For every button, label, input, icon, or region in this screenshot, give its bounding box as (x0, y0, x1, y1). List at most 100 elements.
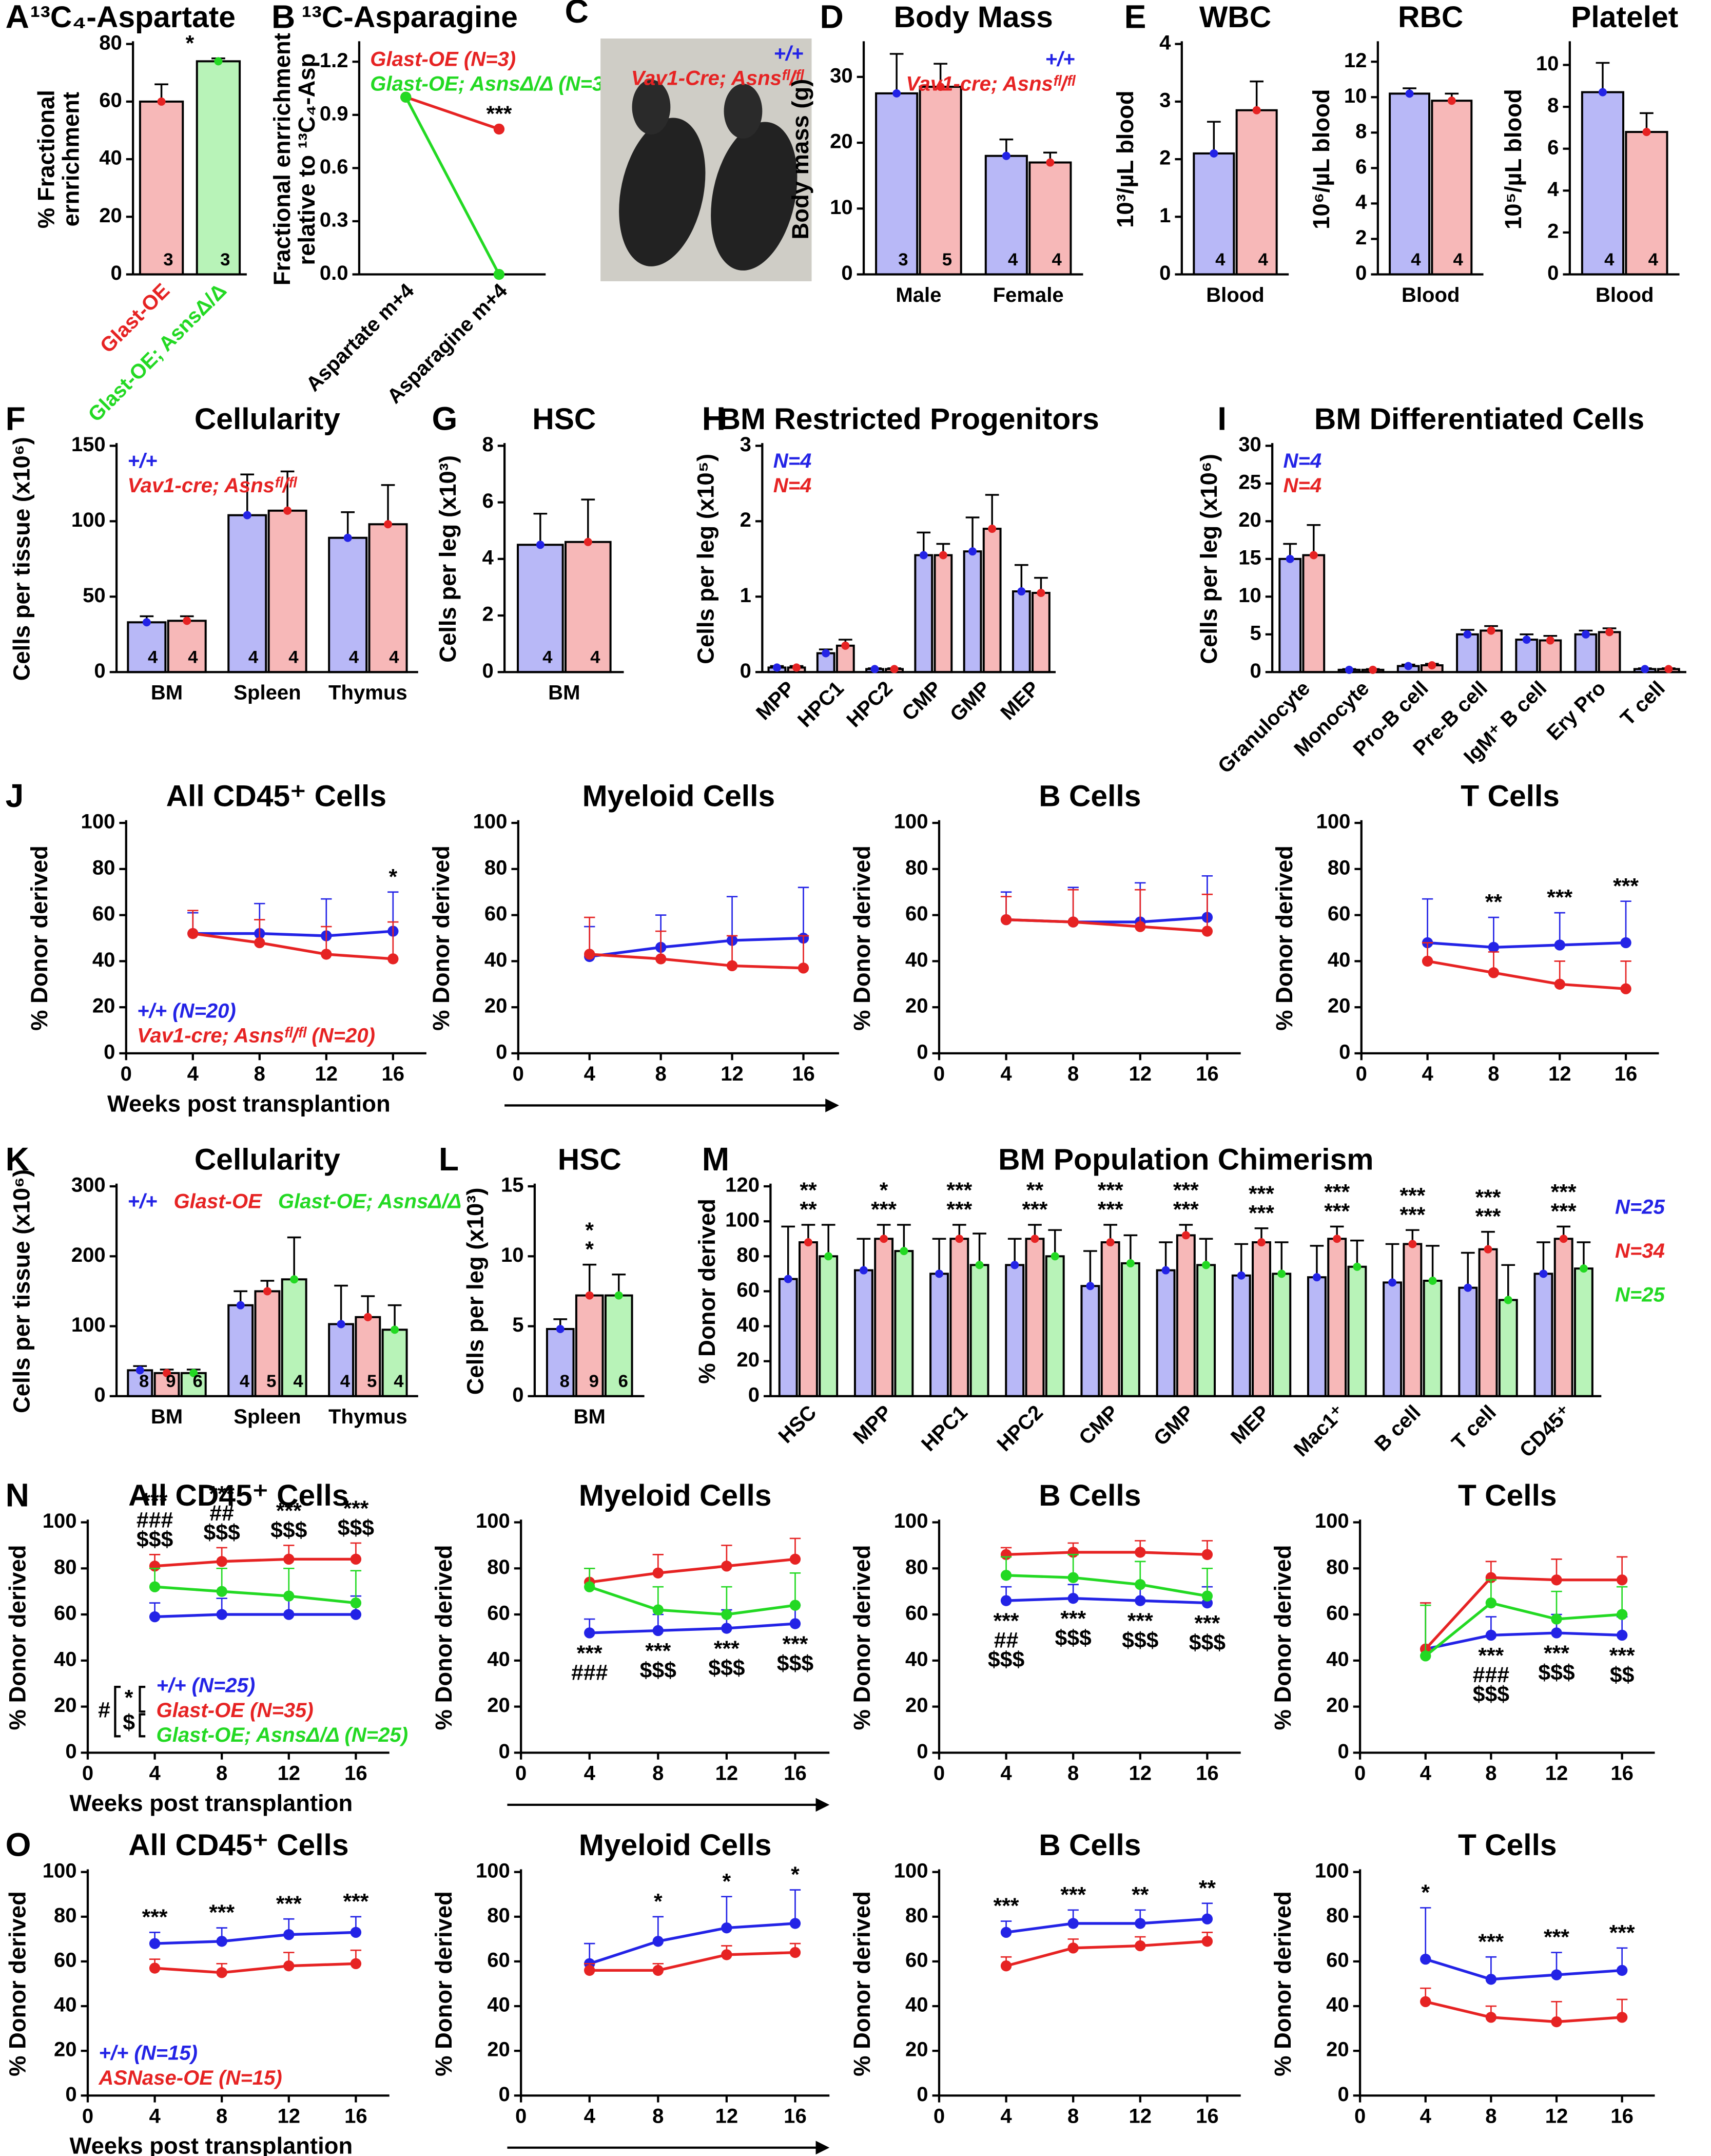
x-tick-label: MPP (752, 677, 800, 725)
y-tick-label: 100 (894, 1859, 928, 1882)
point (400, 91, 412, 103)
legend-bracket (114, 1685, 121, 1738)
y-tick-label: 1 (1159, 204, 1171, 227)
x-tick-label: 0 (934, 2105, 945, 2128)
bar (127, 621, 167, 673)
significance: *** (1544, 1641, 1569, 1666)
y-tick-label: 4 (1355, 191, 1367, 214)
bar (1533, 1273, 1553, 1397)
n-label: 3 (898, 250, 908, 270)
error-bar (1461, 1252, 1475, 1288)
y-axis-label: Cells per tissue (x10⁶) (8, 1169, 34, 1413)
significance: $$ (1610, 1663, 1635, 1687)
n-label: 4 (288, 648, 299, 667)
bar-point (1539, 1269, 1548, 1278)
legend-entry: +/+ (774, 43, 804, 65)
bar (1045, 1255, 1065, 1397)
y-tick-label: 100 (1315, 1859, 1349, 1882)
x-tick-label: 4 (584, 2105, 596, 2128)
y-tick-label: 100 (43, 1510, 77, 1532)
n-label: 6 (192, 1372, 202, 1391)
legend-entry: +/+ (N=20) (137, 999, 236, 1022)
n-label: 4 (248, 648, 259, 667)
bar-point (870, 665, 879, 673)
point (1485, 1629, 1497, 1641)
error-bar (781, 1225, 795, 1279)
point (652, 1625, 664, 1637)
line (1424, 1576, 1622, 1650)
bar-point (792, 663, 801, 672)
bar-point (1309, 551, 1318, 560)
bar-point (1404, 662, 1413, 670)
n-label: 4 (389, 648, 399, 667)
bar-point (1286, 554, 1294, 563)
bar-point (1277, 1269, 1286, 1278)
y-axis-label: % Donor derived (431, 1891, 457, 2076)
y-tick-label: 15 (1238, 546, 1261, 569)
point (1554, 978, 1565, 990)
legend-mark: * (125, 1685, 133, 1710)
legend-entry: Vav1-cre; Asnsᶠˡ/ᶠˡ (N=20) (137, 1024, 375, 1047)
point (1616, 1574, 1628, 1586)
x-tick-label: MPP (849, 1401, 897, 1449)
panel-title: Myeloid Cells (579, 1828, 772, 1862)
bar (1005, 1264, 1025, 1397)
bar (139, 100, 184, 276)
y-tick-label: 80 (905, 1904, 928, 1927)
significance: *** (142, 1905, 168, 1930)
point (493, 123, 505, 135)
y-tick-label: 30 (1238, 433, 1261, 456)
panel-title: BM Differentiated Cells (1314, 402, 1644, 436)
x-tick-label: 16 (784, 2105, 807, 2128)
y-tick-label: 20 (54, 1694, 77, 1717)
significance: $$$ (1189, 1630, 1226, 1655)
point (1488, 967, 1500, 978)
y-tick-label: 6 (1355, 156, 1367, 178)
y-tick-label: 60 (1326, 1602, 1349, 1625)
point (283, 1929, 295, 1940)
legend-entry: Vav1-Cre; Asnsᶠˡ/ᶠˡ (631, 67, 805, 90)
significance: *** (946, 1178, 972, 1203)
y-tick-label: 5 (512, 1314, 523, 1336)
significance: * (791, 1862, 800, 1887)
y-tick-label: 300 (71, 1174, 106, 1197)
legend-entry: Glast-OE (173, 1190, 262, 1213)
bar (1498, 1299, 1518, 1397)
y-tick-label: 10 (1536, 52, 1559, 75)
panel-letter: H (702, 400, 726, 437)
x-tick-label: 16 (1610, 2105, 1634, 2128)
bar-point (1333, 1235, 1341, 1243)
significance: *** (276, 1499, 302, 1524)
bar-point (135, 1366, 144, 1375)
y-tick-label: 200 (71, 1244, 106, 1266)
y-tick-label: 100 (1316, 811, 1351, 833)
point (1135, 1940, 1146, 1952)
y-tick-label: 40 (905, 1648, 928, 1670)
y-tick-label: 60 (736, 1279, 760, 1301)
line (404, 97, 500, 275)
significance: $$$ (204, 1520, 241, 1545)
y-tick-label: 2 (740, 509, 751, 531)
y-tick-label: 80 (1326, 1904, 1349, 1927)
y-axis-label: % Donor derived (4, 1545, 30, 1730)
y-tick-label: 8 (1355, 120, 1367, 143)
line (1425, 1958, 1622, 1981)
bar (167, 620, 207, 673)
legend-entry: +/+ (127, 450, 157, 472)
x-tick-label: 12 (1548, 1063, 1571, 1085)
bar-point (391, 1325, 399, 1334)
bar-point (1345, 665, 1353, 674)
y-tick-label: 80 (905, 1556, 928, 1578)
error-bar (932, 1238, 946, 1274)
bar (267, 509, 307, 673)
x-tick-label: MEP (1227, 1401, 1274, 1449)
y-tick-label: 0 (94, 1383, 105, 1406)
x-tick-label: 8 (652, 1762, 664, 1785)
point (350, 1927, 362, 1938)
significance: *** (1173, 1178, 1199, 1203)
y-tick-label: 60 (92, 902, 115, 925)
x-tick-label: 8 (1067, 1762, 1079, 1785)
significance: *** (1609, 1920, 1635, 1945)
point (1420, 1996, 1431, 2008)
bar (1327, 1238, 1347, 1397)
